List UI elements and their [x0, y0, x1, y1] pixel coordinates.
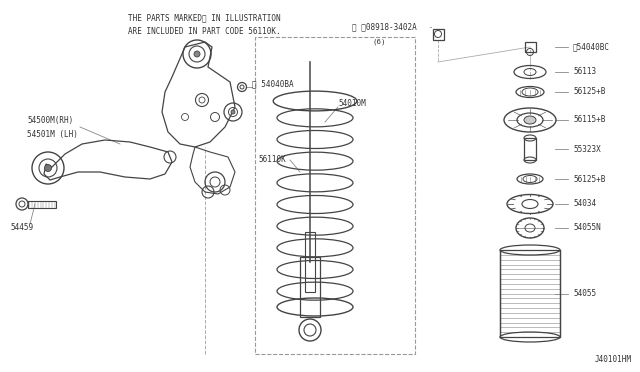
Bar — [525, 42, 536, 52]
Ellipse shape — [524, 116, 536, 124]
Text: 56125+B: 56125+B — [573, 87, 605, 96]
Text: 56125+B: 56125+B — [573, 174, 605, 183]
Text: J40101HM: J40101HM — [595, 356, 632, 365]
Text: 54501M (LH): 54501M (LH) — [27, 129, 78, 138]
Text: 55323X: 55323X — [573, 144, 601, 154]
Ellipse shape — [231, 110, 235, 114]
Text: ※54040BC: ※54040BC — [573, 42, 610, 51]
Ellipse shape — [194, 51, 200, 57]
Bar — [524, 138, 536, 160]
Text: 54010M: 54010M — [338, 99, 365, 109]
Bar — [255, 37, 415, 354]
Text: 56115+B: 56115+B — [573, 115, 605, 125]
Ellipse shape — [45, 164, 51, 171]
Text: 54034: 54034 — [573, 199, 596, 208]
Text: 56110K: 56110K — [258, 155, 285, 164]
Bar — [300, 257, 320, 317]
Text: ARE INCLUDED IN PART CODE 56110K.: ARE INCLUDED IN PART CODE 56110K. — [128, 28, 280, 36]
Text: 54500M(RH): 54500M(RH) — [27, 115, 73, 125]
Text: (6): (6) — [372, 39, 385, 45]
Text: 54459: 54459 — [10, 222, 33, 231]
Bar — [433, 29, 444, 39]
Bar — [500, 250, 560, 337]
Text: 54055N: 54055N — [573, 224, 601, 232]
Text: ※ ⓝ08918-3402A: ※ ⓝ08918-3402A — [352, 22, 417, 32]
Bar — [305, 232, 315, 292]
Text: 54055: 54055 — [573, 289, 596, 298]
Text: 56113: 56113 — [573, 67, 596, 77]
Bar — [28, 201, 56, 208]
Text: THE PARTS MARKED※ IN ILLUSTRATION: THE PARTS MARKED※ IN ILLUSTRATION — [128, 13, 280, 22]
Text: ※ 54040BA: ※ 54040BA — [252, 80, 294, 89]
